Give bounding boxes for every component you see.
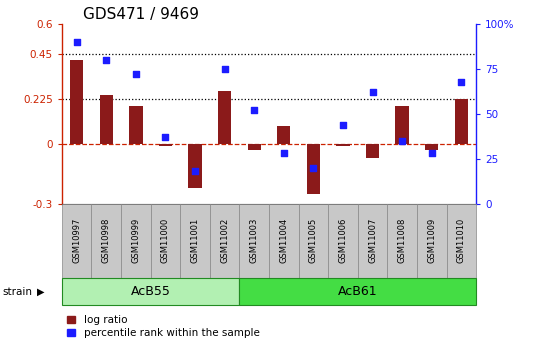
Point [457,79,465,84]
Point [220,66,229,72]
Point [368,90,377,95]
Bar [121,204,151,278]
Bar [159,144,172,146]
Bar [70,60,83,144]
Bar [307,144,320,194]
Text: GSM10999: GSM10999 [131,218,140,263]
Text: GSM11006: GSM11006 [338,218,348,263]
Bar [180,204,210,278]
Text: GSM11007: GSM11007 [368,218,377,263]
Bar [188,144,202,188]
Bar [299,204,328,278]
Text: GSM10998: GSM10998 [102,218,111,263]
Text: AcB55: AcB55 [131,285,171,298]
Text: strain: strain [3,287,33,296]
Text: GDS471 / 9469: GDS471 / 9469 [83,7,199,22]
Bar [328,204,358,278]
Bar [395,106,409,144]
Bar [455,99,468,144]
Legend: log ratio, percentile rank within the sample: log ratio, percentile rank within the sa… [67,315,260,338]
Text: GSM11008: GSM11008 [398,218,407,263]
Bar [447,204,476,278]
Bar [417,204,447,278]
Bar [387,204,417,278]
Bar [151,204,180,278]
Text: GSM11000: GSM11000 [161,218,170,263]
Text: AcB61: AcB61 [338,285,378,298]
Bar [358,204,387,278]
Point [427,150,436,156]
Bar [62,278,239,305]
Point [250,108,258,113]
Point [131,72,140,77]
Bar [91,204,121,278]
Bar [366,144,379,158]
Point [398,138,406,144]
Text: ▶: ▶ [37,287,44,296]
Point [72,39,81,45]
Point [190,168,199,174]
Bar [218,91,231,144]
Bar [269,204,299,278]
Bar [425,144,438,150]
Text: GSM11002: GSM11002 [220,218,229,263]
Bar [62,204,91,278]
Point [309,165,317,170]
Text: GSM10997: GSM10997 [72,218,81,263]
Point [161,135,169,140]
Bar [239,278,476,305]
Point [279,150,288,156]
Text: GSM11004: GSM11004 [279,218,288,263]
Text: GSM11009: GSM11009 [427,218,436,263]
Point [102,57,110,63]
Text: GSM11003: GSM11003 [250,218,259,263]
Bar [277,126,291,144]
Bar [239,204,269,278]
Bar [100,95,113,144]
Point [338,122,347,127]
Bar [247,144,261,150]
Text: GSM11010: GSM11010 [457,218,466,263]
Text: GSM11001: GSM11001 [190,218,200,263]
Bar [336,144,350,146]
Text: GSM11005: GSM11005 [309,218,318,263]
Bar [129,106,143,144]
Bar [210,204,239,278]
